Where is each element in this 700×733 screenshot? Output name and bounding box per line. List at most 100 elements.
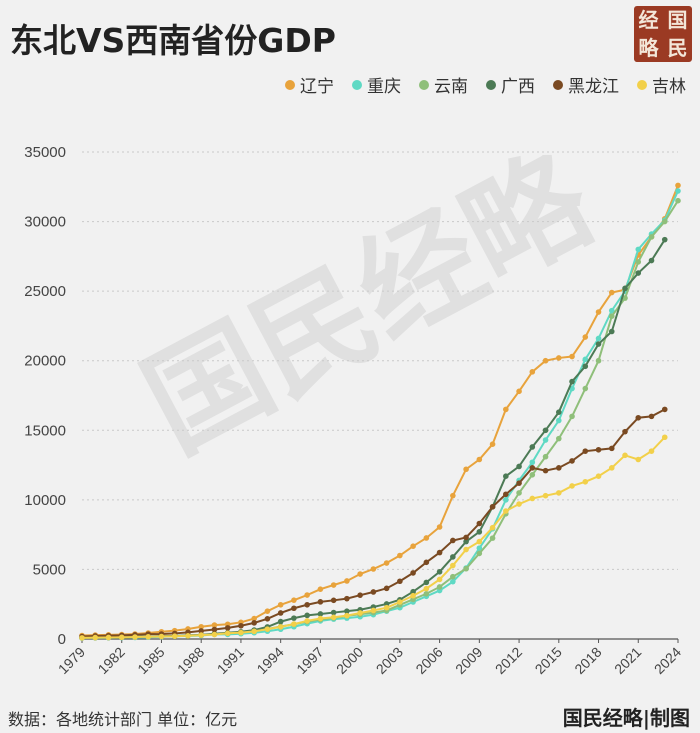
data-point bbox=[516, 463, 522, 470]
legend-item[interactable]: 广西 bbox=[486, 72, 535, 97]
legend-item[interactable]: 吉林 bbox=[637, 72, 686, 97]
data-point bbox=[397, 578, 403, 585]
legend-label: 黑龙江 bbox=[568, 77, 619, 97]
data-point bbox=[436, 584, 443, 590]
data-point bbox=[503, 406, 509, 413]
data-point bbox=[291, 621, 297, 627]
x-tick-label: 2015 bbox=[532, 644, 565, 677]
data-point bbox=[648, 234, 655, 240]
data-point bbox=[661, 434, 668, 441]
data-point bbox=[648, 257, 655, 264]
data-point bbox=[370, 607, 377, 614]
data-point bbox=[410, 592, 416, 599]
data-point bbox=[489, 524, 496, 531]
data-point bbox=[344, 608, 350, 614]
data-point bbox=[529, 472, 536, 478]
data-point bbox=[317, 615, 324, 622]
data-point bbox=[661, 218, 668, 225]
y-tick-label: 30000 bbox=[24, 214, 66, 231]
data-point bbox=[277, 610, 284, 616]
x-tick-label: 1997 bbox=[293, 644, 326, 677]
data-point bbox=[556, 490, 562, 496]
data-point bbox=[595, 473, 602, 480]
data-point bbox=[436, 576, 443, 583]
data-point bbox=[211, 631, 218, 638]
data-point bbox=[463, 565, 469, 572]
data-point bbox=[582, 385, 589, 392]
legend-label: 重庆 bbox=[367, 77, 401, 97]
legend-item[interactable]: 黑龙江 bbox=[553, 72, 619, 97]
data-point bbox=[264, 616, 271, 622]
source-note: 数据：各地统计部门 单位：亿元 bbox=[8, 710, 238, 729]
legend-label: 云南 bbox=[434, 77, 468, 97]
data-point bbox=[556, 355, 562, 361]
data-point bbox=[211, 622, 218, 628]
x-tick-label: 2000 bbox=[333, 644, 366, 677]
data-point bbox=[529, 459, 536, 466]
data-point bbox=[463, 538, 469, 545]
x-tick-label: 2009 bbox=[452, 644, 485, 677]
data-point bbox=[529, 465, 536, 471]
data-point bbox=[185, 632, 191, 639]
data-point bbox=[291, 605, 297, 612]
data-point bbox=[410, 570, 416, 576]
data-point bbox=[304, 612, 310, 619]
data-point bbox=[450, 492, 456, 499]
legend-label: 吉林 bbox=[652, 77, 686, 97]
x-tick-label: 1991 bbox=[214, 644, 247, 677]
logo-char: 略 bbox=[638, 36, 659, 60]
series-line bbox=[81, 200, 679, 639]
data-point bbox=[450, 554, 456, 560]
data-point bbox=[542, 453, 549, 460]
data-point bbox=[556, 409, 562, 415]
data-point bbox=[503, 491, 509, 498]
logo-char: 国 bbox=[667, 8, 688, 32]
data-point bbox=[542, 357, 549, 364]
data-point bbox=[529, 369, 536, 375]
x-tick-label: 2003 bbox=[373, 644, 406, 677]
legend-item[interactable]: 重庆 bbox=[352, 72, 401, 97]
data-point bbox=[516, 480, 522, 486]
data-point bbox=[595, 309, 602, 315]
data-point bbox=[383, 604, 390, 611]
data-point bbox=[608, 328, 615, 335]
data-point bbox=[330, 582, 337, 588]
data-point bbox=[450, 537, 456, 544]
data-point bbox=[198, 623, 204, 630]
data-point bbox=[317, 586, 324, 592]
legend-dot-icon bbox=[637, 79, 647, 90]
x-tick-label: 2018 bbox=[571, 644, 604, 677]
data-point bbox=[516, 501, 522, 507]
data-point bbox=[198, 628, 204, 634]
x-tick-label: 1982 bbox=[95, 644, 128, 677]
data-point bbox=[595, 341, 602, 347]
data-point bbox=[132, 634, 138, 640]
data-point bbox=[304, 601, 310, 608]
data-point bbox=[622, 428, 628, 435]
data-point bbox=[423, 585, 430, 592]
logo-char: 经 bbox=[638, 8, 659, 32]
data-point bbox=[608, 289, 615, 296]
data-point bbox=[529, 444, 536, 450]
data-point bbox=[304, 592, 310, 598]
data-point bbox=[476, 520, 483, 527]
legend-item[interactable]: 辽宁 bbox=[285, 72, 334, 97]
series-line bbox=[81, 239, 666, 639]
x-tick-label: 1979 bbox=[55, 644, 88, 677]
y-tick-label: 5000 bbox=[33, 561, 66, 578]
data-point bbox=[582, 356, 589, 363]
data-point bbox=[635, 259, 642, 265]
x-tick-label: 1994 bbox=[253, 644, 286, 677]
data-point bbox=[436, 549, 443, 556]
data-point bbox=[370, 589, 377, 595]
data-point bbox=[463, 546, 469, 553]
legend-item[interactable]: 云南 bbox=[419, 72, 468, 97]
data-point bbox=[675, 197, 681, 204]
data-point bbox=[277, 601, 284, 608]
data-point bbox=[264, 626, 271, 632]
data-point bbox=[211, 626, 218, 633]
data-point bbox=[542, 437, 549, 443]
data-point bbox=[608, 307, 615, 314]
data-point bbox=[198, 632, 204, 638]
